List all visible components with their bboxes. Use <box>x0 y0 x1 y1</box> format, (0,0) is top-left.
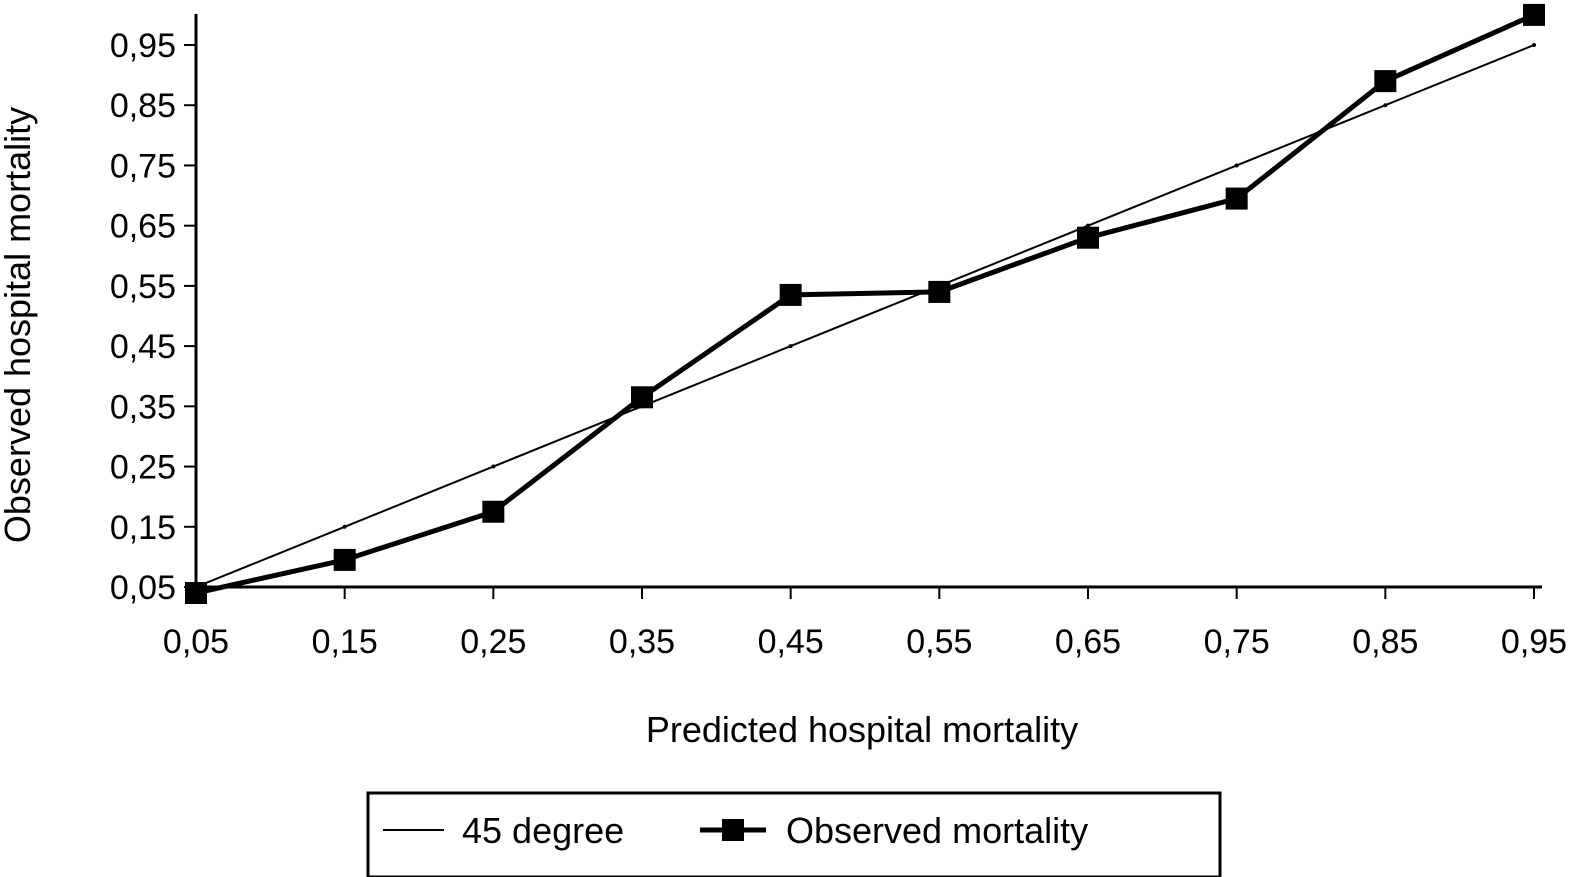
y-tick-label: 0,15 <box>110 509 176 547</box>
data-point-observed-mortality <box>185 582 207 605</box>
x-tick-label: 0,85 <box>1352 623 1418 661</box>
x-tick-label: 0,55 <box>906 623 972 661</box>
x-tick-label: 0,05 <box>163 623 229 661</box>
y-tick-label: 0,45 <box>110 328 176 366</box>
x-tick-label: 0,45 <box>758 623 824 661</box>
legend: 45 degree Observed mortality <box>366 791 1222 877</box>
data-point-45-degree <box>1086 223 1090 228</box>
y-tick-label: 0,25 <box>110 449 176 487</box>
series-line-45-degree <box>195 44 1535 588</box>
series-layer <box>185 3 1545 605</box>
data-point-observed-mortality <box>779 283 802 306</box>
legend-marker-observed-mortality <box>722 819 744 841</box>
y-tick-label: 0,65 <box>110 208 176 246</box>
data-point-observed-mortality <box>1225 187 1248 210</box>
data-point-45-degree <box>1234 163 1239 168</box>
legend-label-observed-mortality: Observed mortality <box>786 810 1088 851</box>
data-point-45-degree <box>1532 43 1536 47</box>
y-axis-title: Observed hospital mortality <box>0 107 38 543</box>
x-ticks: 0,05 0,15 0,25 0,35 0,45 0,55 0,65 0,75 0,85 0,95 <box>163 587 1567 661</box>
y-tick-label: 0,75 <box>110 147 176 185</box>
x-tick-label: 0,95 <box>1501 623 1567 661</box>
data-point-observed-mortality <box>928 280 951 303</box>
x-axis-title: Predicted hospital mortality <box>646 709 1078 750</box>
x-tick-label: 0,35 <box>609 623 675 661</box>
x-tick-label: 0,15 <box>312 623 378 661</box>
legend-label-45-degree: 45 degree <box>462 810 624 851</box>
y-tick-label: 0,35 <box>110 388 176 426</box>
y-tick-label: 0,85 <box>110 87 176 125</box>
x-tick-label: 0,75 <box>1204 623 1270 661</box>
y-ticks: 0,05 0,15 0,25 0,35 0,45 0,55 0,65 0,75 0,85 0,95 <box>110 27 196 607</box>
data-point-observed-mortality <box>333 548 356 571</box>
data-point-observed-mortality <box>1523 3 1545 26</box>
y-tick-label: 0,95 <box>110 27 176 65</box>
data-point-observed-mortality <box>482 500 505 523</box>
y-tick-label: 0,55 <box>110 268 176 306</box>
data-point-observed-mortality <box>631 386 653 409</box>
y-tick-label: 0,05 <box>110 569 176 607</box>
x-tick-label: 0,25 <box>460 623 526 661</box>
data-point-45-degree <box>1383 103 1388 108</box>
axes <box>194 14 1542 589</box>
data-point-observed-mortality <box>1077 226 1099 249</box>
data-point-45-degree <box>491 464 496 469</box>
data-point-observed-mortality <box>1374 70 1397 93</box>
series-line-observed-mortality <box>195 12 1536 596</box>
data-point-45-degree <box>342 524 347 529</box>
legend-box <box>366 791 1222 877</box>
x-tick-label: 0,65 <box>1055 623 1121 661</box>
data-point-45-degree <box>788 344 793 349</box>
